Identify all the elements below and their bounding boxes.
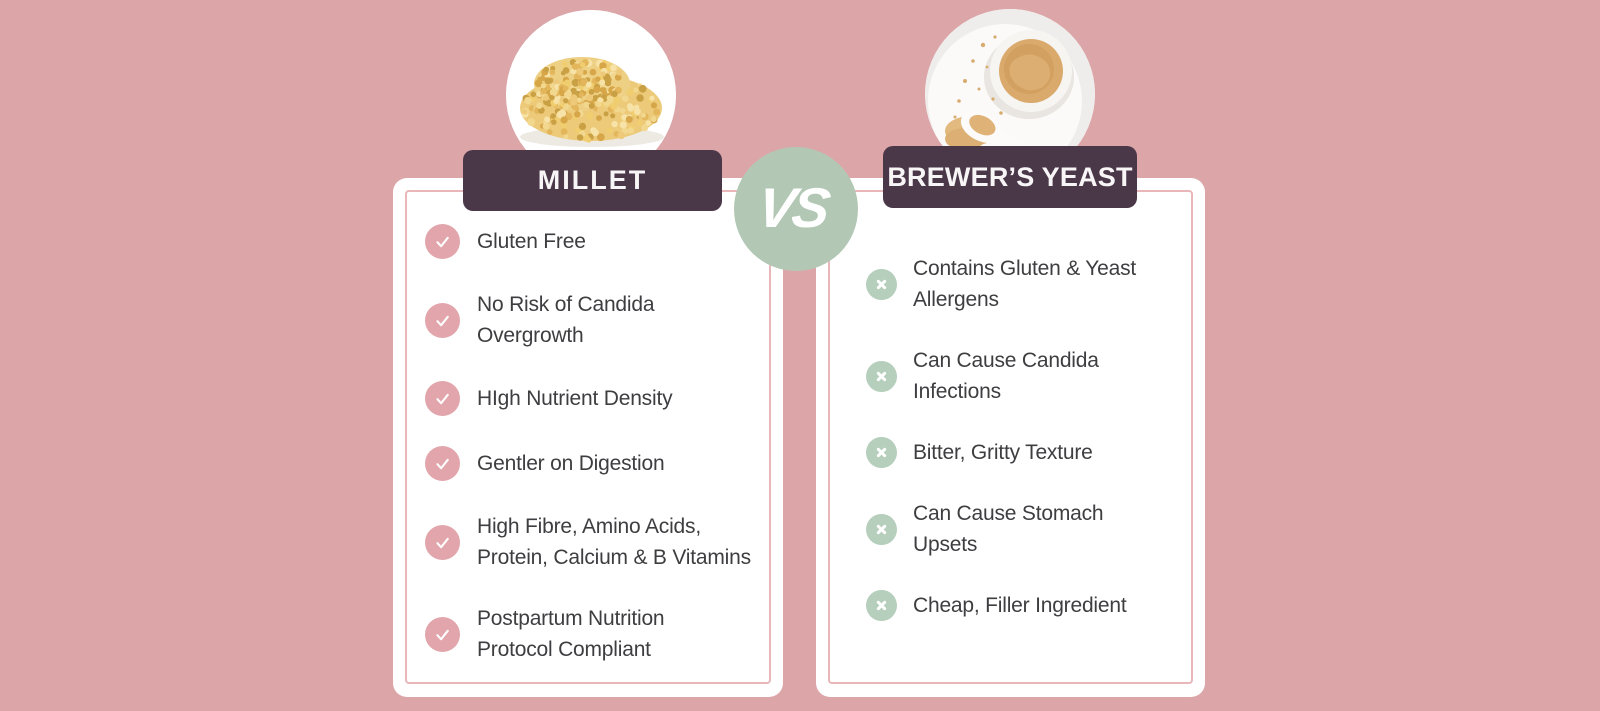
cross-icon (866, 360, 897, 392)
check-icon (425, 381, 460, 416)
vs-badge: VS (734, 147, 858, 271)
benefit-item: Gluten Free (425, 224, 765, 259)
check-icon (425, 224, 460, 259)
benefit-text: No Risk of Candida Overgrowth (477, 293, 655, 347)
benefit-item: Contains Gluten & Yeast Allergens (866, 253, 1191, 315)
vs-label: VS (753, 175, 832, 239)
benefit-text: Gluten Free (477, 230, 586, 253)
benefit-text: Cheap, Filler Ingredient (913, 594, 1127, 617)
benefit-text: HIgh Nutrient Density (477, 387, 673, 410)
benefit-text: Gentler on Digestion (477, 452, 665, 475)
benefit-item: Can Cause Stomach Upsets (866, 498, 1191, 560)
benefit-item: HIgh Nutrient Density (425, 381, 765, 416)
benefit-text: Contains Gluten & Yeast Allergens (913, 257, 1137, 311)
cross-icon (866, 268, 897, 300)
brewers-yeast-card: Contains Gluten & Yeast Allergens Can Cau… (816, 178, 1205, 697)
benefit-item: Can Cause Candida Infections (866, 345, 1191, 407)
benefit-text: Bitter, Gritty Texture (913, 441, 1093, 464)
check-icon (425, 446, 460, 481)
check-icon (425, 616, 460, 652)
check-icon (425, 302, 460, 338)
cross-icon (866, 437, 897, 468)
benefit-item: Postpartum Nutrition Protocol Compliant (425, 603, 765, 665)
brewers-yeast-illustration (925, 9, 1095, 179)
benefit-text: High Fibre, Amino Acids, Protein, Calciu… (477, 515, 751, 569)
millet-card: Gluten Free No Risk of Candida Overgrowth… (393, 178, 783, 697)
millet-grains-illustration (506, 10, 676, 180)
millet-title-badge: MILLET (463, 150, 722, 211)
millet-benefits-list: Gluten Free No Risk of Candida Overgrowth… (393, 178, 783, 697)
cross-icon (866, 513, 897, 545)
benefit-text: Postpartum Nutrition Protocol Compliant (477, 607, 665, 661)
brewers-yeast-title-badge: BREWER’S YEAST (883, 146, 1137, 208)
benefit-item: No Risk of Candida Overgrowth (425, 289, 765, 351)
brewers-yeast-drawbacks-list: Contains Gluten & Yeast Allergens Can Cau… (816, 178, 1205, 697)
check-icon (425, 524, 460, 560)
cross-icon (866, 590, 897, 621)
benefit-item: High Fibre, Amino Acids, Protein, Calciu… (425, 511, 765, 573)
benefit-text: Can Cause Candida Infections (913, 349, 1099, 403)
millet-title: MILLET (537, 165, 648, 195)
brewers-yeast-title: BREWER’S YEAST (887, 161, 1133, 192)
benefit-item: Gentler on Digestion (425, 446, 765, 481)
benefit-item: Bitter, Gritty Texture (866, 437, 1191, 468)
benefit-item: Cheap, Filler Ingredient (866, 590, 1191, 621)
benefit-text: Can Cause Stomach Upsets (913, 502, 1104, 556)
